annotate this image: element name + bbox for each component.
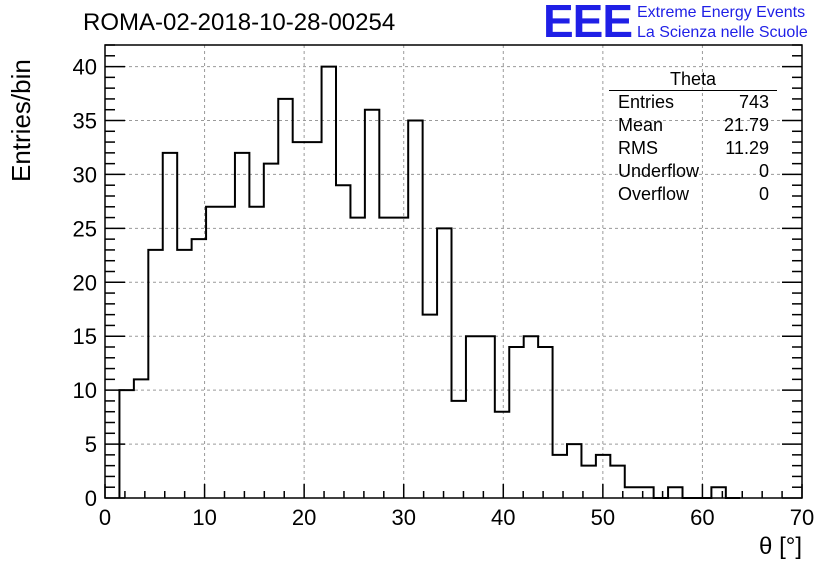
logo-caption-line-2: La Scienza nelle Scuole [637, 24, 808, 41]
y-tick-label: 30 [73, 162, 97, 187]
stats-value: 0 [758, 161, 769, 181]
y-tick-label: 10 [73, 378, 97, 403]
x-tick-label: 0 [99, 505, 111, 530]
stats-value: 0 [758, 184, 769, 204]
stats-value: 21.79 [723, 115, 769, 135]
stats-row-entries: Entries 743 [609, 91, 777, 114]
stats-label: RMS [618, 138, 658, 158]
y-tick-label: 15 [73, 324, 97, 349]
stats-label: Overflow [618, 184, 690, 204]
x-tick-label: 70 [790, 505, 814, 530]
x-tick-label: 30 [391, 505, 415, 530]
stats-row-rms: RMS 11.29 [609, 137, 777, 160]
x-axis-label: θ [°] [759, 533, 802, 560]
eee-logo-caption: Extreme Energy Events La Scienza nelle S… [637, 3, 808, 43]
logo-caption-line-1: Extreme Energy Events [637, 4, 806, 21]
y-axis-label: Entries/bin [6, 59, 36, 182]
y-tick-label: 40 [73, 55, 97, 80]
stats-label: Underflow [618, 161, 700, 181]
eee-logo: EEE [543, 0, 633, 47]
stats-box: Theta Entries 743 Mean 21.79 RMS 11.29 Unde… [609, 68, 777, 206]
x-tick-label: 50 [591, 505, 615, 530]
stats-value: 11.29 [725, 138, 769, 158]
y-tick-label: 0 [85, 486, 97, 511]
y-tick-label: 25 [73, 216, 97, 241]
stats-title: Theta [609, 68, 777, 91]
stats-row-mean: Mean 21.79 [609, 114, 777, 137]
stats-value: 743 [738, 92, 769, 112]
x-tick-label: 40 [491, 505, 515, 530]
stats-row-overflow: Overflow 0 [609, 183, 777, 206]
stats-label: Mean [618, 115, 664, 135]
tick-labels: 0 10 20 30 40 50 60 70 0 5 10 15 20 25 30 35 40 [73, 55, 815, 530]
x-tick-label: 60 [690, 505, 714, 530]
axis-ticks [104, 44, 803, 499]
y-tick-label: 5 [85, 432, 97, 457]
stats-row-underflow: Underflow 0 [609, 160, 777, 183]
histogram-outline [118, 65, 741, 499]
x-tick-label: 10 [192, 505, 216, 530]
y-tick-label: 35 [73, 109, 97, 134]
grid-lines [105, 45, 802, 498]
run-title: ROMA-02-2018-10-28-00254 [83, 9, 396, 36]
y-tick-label: 20 [73, 270, 97, 295]
stats-label: Entries [618, 92, 675, 112]
x-tick-label: 20 [292, 505, 316, 530]
